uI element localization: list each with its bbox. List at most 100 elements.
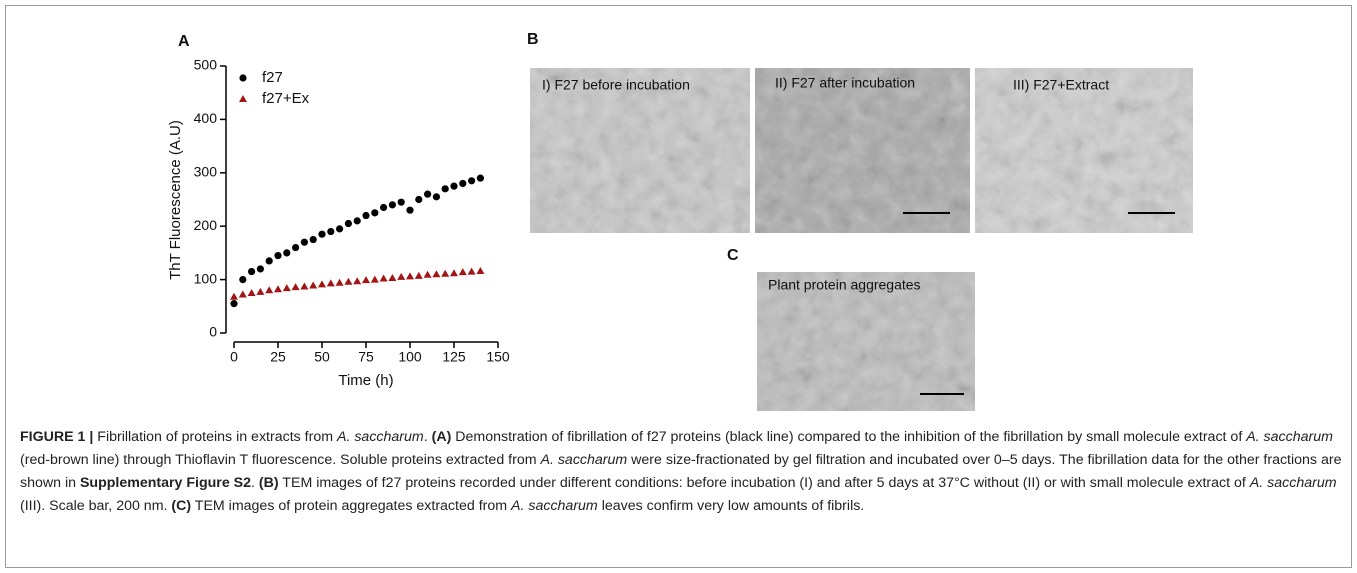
point <box>450 269 458 277</box>
point <box>353 217 361 225</box>
caption-text: were size-fractionated by gel filtration… <box>20 452 1342 491</box>
point <box>282 284 291 292</box>
y-tick-label: 200 <box>194 217 218 233</box>
x-tick-label: 75 <box>358 349 374 365</box>
point <box>309 235 317 244</box>
legend-label: f27 <box>262 69 283 86</box>
point <box>256 287 265 295</box>
point <box>388 273 397 281</box>
point <box>424 190 432 198</box>
caption-text: (III). Scale bar, 200 nm. <box>20 498 172 514</box>
legend-label: f27+Ex <box>262 90 310 107</box>
caption-text: . <box>251 475 259 491</box>
caption-text: leaves confirm very low amounts of fibri… <box>597 498 865 514</box>
point <box>458 268 467 276</box>
caption-text: A. saccharum <box>336 429 424 445</box>
panel-label: C <box>727 247 739 264</box>
point <box>406 206 414 214</box>
point <box>397 272 406 280</box>
caption-text: . <box>423 429 432 445</box>
caption-text: FIGURE 1 | <box>20 429 94 445</box>
x-axis-title: Time (h) <box>338 372 393 389</box>
point <box>397 198 405 206</box>
point <box>432 193 440 201</box>
point <box>380 203 388 212</box>
caption-text: Fibrillation of proteins in extracts fro… <box>93 429 337 445</box>
y-tick-label: 100 <box>194 270 218 286</box>
point <box>283 249 291 257</box>
point <box>370 275 379 283</box>
caption-text: A. saccharum <box>1246 429 1333 445</box>
image-caption: I) F27 before incubation <box>542 77 690 93</box>
y-axis-title: ThT Fluorescence (A.U) <box>167 120 184 280</box>
point <box>300 282 309 290</box>
point <box>450 182 458 190</box>
point <box>344 277 353 285</box>
point <box>300 238 308 246</box>
point <box>326 279 335 287</box>
x-tick-label: 25 <box>270 349 286 365</box>
point <box>467 267 476 275</box>
point <box>414 271 423 279</box>
figure: A B C Time (h) ThT Fluorescence (A.U) I)… <box>167 31 1193 411</box>
caption-text: (B) <box>258 475 279 491</box>
caption-text: A. saccharum <box>540 452 628 468</box>
tem-image: III) F27+Extract <box>975 68 1193 233</box>
caption-text: TEM images of protein aggregates extract… <box>191 498 512 514</box>
point <box>423 270 432 278</box>
point <box>476 267 485 275</box>
point <box>291 283 300 291</box>
point <box>388 201 396 209</box>
point <box>230 300 238 308</box>
x-tick-label: 150 <box>486 349 510 365</box>
point <box>256 265 264 273</box>
point <box>336 225 344 233</box>
panel-label: B <box>527 31 539 48</box>
x-tick-label: 0 <box>230 349 238 365</box>
point <box>353 277 362 285</box>
caption-text: (red-brown line) through Thioflavin T fl… <box>20 452 541 468</box>
y-tick-label: 500 <box>194 57 218 73</box>
point <box>230 292 238 300</box>
x-tick-label: 50 <box>314 349 330 365</box>
point <box>415 195 423 204</box>
y-tick-label: 0 <box>209 324 217 340</box>
caption-text: (C) <box>171 498 192 514</box>
point <box>309 281 318 289</box>
point <box>441 185 449 193</box>
point <box>371 209 379 217</box>
legend-marker <box>239 74 247 82</box>
point <box>476 174 484 182</box>
tem-image: Plant protein aggregates <box>757 272 975 411</box>
point <box>441 269 450 277</box>
image-caption: Plant protein aggregates <box>768 277 921 293</box>
x-tick-label: 100 <box>398 349 422 365</box>
point <box>265 286 274 294</box>
point <box>274 251 282 260</box>
image-caption: II) F27 after incubation <box>775 75 915 91</box>
point <box>327 227 335 236</box>
point <box>265 257 273 265</box>
point <box>432 270 441 278</box>
point <box>344 219 352 228</box>
figure-caption: FIGURE 1 | Fibrillation of proteins in e… <box>20 426 1345 518</box>
point <box>459 179 467 188</box>
x-tick-label: 125 <box>442 349 466 365</box>
y-tick-label: 400 <box>194 110 218 126</box>
point <box>318 230 326 238</box>
y-tick-label: 300 <box>194 164 218 180</box>
caption-text: Supplementary Figure S2 <box>79 475 252 491</box>
point <box>318 280 326 288</box>
caption-text: A. saccharum <box>511 498 598 514</box>
point <box>292 243 300 252</box>
tem-image: I) F27 before incubation <box>530 68 750 233</box>
caption-text: A. saccharum <box>1249 475 1337 491</box>
point <box>239 276 247 284</box>
point <box>406 272 414 280</box>
point <box>335 278 344 286</box>
point <box>247 288 256 296</box>
point <box>468 177 476 185</box>
image-caption: III) F27+Extract <box>1013 77 1109 93</box>
point <box>379 274 388 282</box>
